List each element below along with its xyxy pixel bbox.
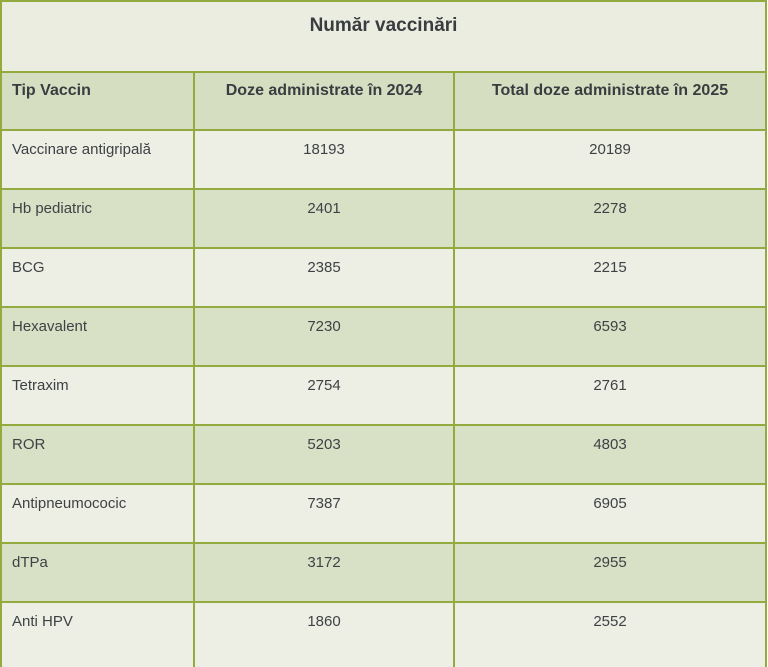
total-2025-cell: 2761 — [452, 365, 768, 426]
vaccine-type-cell: BCG — [0, 247, 195, 308]
doses-2024-cell: 18193 — [193, 129, 455, 190]
table-row: BCG 2385 2215 — [0, 247, 768, 308]
doses-2024-cell: 7387 — [193, 483, 455, 544]
vaccine-type-cell: Tetraxim — [0, 365, 195, 426]
doses-2024-cell: 2754 — [193, 365, 455, 426]
doses-2024-cell: 2401 — [193, 188, 455, 249]
vaccine-type-cell: dTPa — [0, 542, 195, 603]
total-2025-cell: 2552 — [452, 601, 768, 667]
table-row: Hexavalent 7230 6593 — [0, 306, 768, 367]
vaccine-type-cell: ROR — [0, 424, 195, 485]
table-row: ROR 5203 4803 — [0, 424, 768, 485]
table-title-row: Număr vaccinări — [0, 0, 768, 73]
total-2025-cell: 6593 — [452, 306, 768, 367]
table-row: Antipneumococic 7387 6905 — [0, 483, 768, 544]
vaccine-type-cell: Anti HPV — [0, 601, 195, 667]
vaccine-type-cell: Hexavalent — [0, 306, 195, 367]
vaccine-type-cell: Vaccinare antigripală — [0, 129, 195, 190]
doses-2024-cell: 5203 — [193, 424, 455, 485]
column-header-doses-2024: Doze administrate în 2024 — [193, 71, 455, 131]
total-2025-cell: 6905 — [452, 483, 768, 544]
table-row: dTPa 3172 2955 — [0, 542, 768, 603]
total-2025-cell: 2215 — [452, 247, 768, 308]
vaccination-table-body: Vaccinare antigripală 18193 20189 Hb pediat… — [0, 129, 768, 667]
total-2025-cell: 4803 — [452, 424, 768, 485]
table-header-row: Tip Vaccin Doze administrate în 2024 Tot… — [0, 71, 768, 131]
doses-2024-cell: 3172 — [193, 542, 455, 603]
total-2025-cell: 2278 — [452, 188, 768, 249]
table-row: Tetraxim 2754 2761 — [0, 365, 768, 426]
doses-2024-cell: 1860 — [193, 601, 455, 667]
table-row: Anti HPV 1860 2552 — [0, 601, 768, 667]
table-row: Vaccinare antigripală 18193 20189 — [0, 129, 768, 190]
table-title: Număr vaccinări — [0, 0, 768, 73]
doses-2024-cell: 2385 — [193, 247, 455, 308]
vaccine-type-cell: Hb pediatric — [0, 188, 195, 249]
table-row: Hb pediatric 2401 2278 — [0, 188, 768, 249]
total-2025-cell: 2955 — [452, 542, 768, 603]
column-header-total-2025: Total doze administrate în 2025 — [452, 71, 768, 131]
total-2025-cell: 20189 — [452, 129, 768, 190]
column-header-vaccine-type: Tip Vaccin — [0, 71, 195, 131]
vaccine-type-cell: Antipneumococic — [0, 483, 195, 544]
doses-2024-cell: 7230 — [193, 306, 455, 367]
